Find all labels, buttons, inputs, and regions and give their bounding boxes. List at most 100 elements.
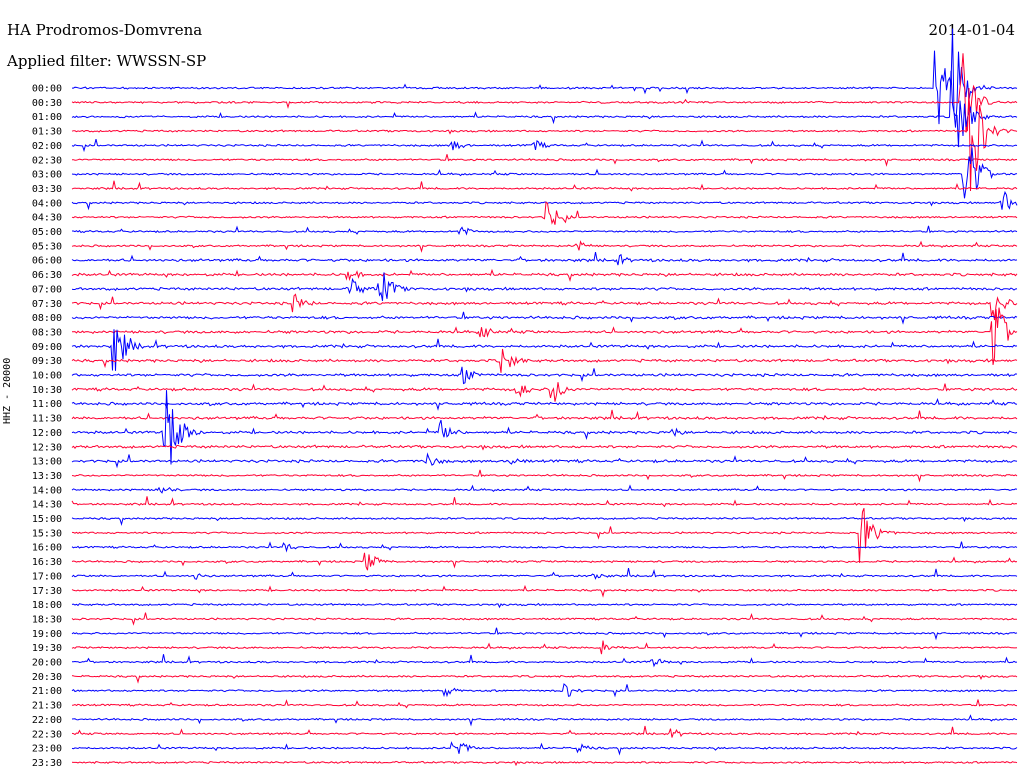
trace-1600 xyxy=(71,541,1018,553)
trace-0000 xyxy=(72,28,1018,128)
trace-0530 xyxy=(71,240,1018,253)
time-label-2330: 23:30 xyxy=(32,758,62,769)
trace-1000 xyxy=(71,366,1018,385)
trace-1200 xyxy=(71,390,1018,465)
trace-2030 xyxy=(71,674,1018,684)
trace-1100 xyxy=(71,398,1018,411)
trace-2300 xyxy=(71,741,1018,756)
trace-2130 xyxy=(71,699,1018,709)
time-label-2000: 20:00 xyxy=(32,658,62,669)
trace-0500 xyxy=(72,225,1018,236)
trace-0200 xyxy=(71,138,1018,153)
trace-1800 xyxy=(71,602,1018,609)
trace-0830 xyxy=(72,307,1018,365)
time-label-0100: 01:00 xyxy=(32,112,62,123)
time-label-0400: 04:00 xyxy=(32,198,62,209)
time-label-1430: 14:30 xyxy=(32,500,62,511)
time-label-1130: 11:30 xyxy=(32,414,62,425)
trace-0300 xyxy=(71,147,1018,199)
trace-0930 xyxy=(71,348,1018,373)
time-label-2030: 20:30 xyxy=(32,672,62,683)
time-label-0330: 03:30 xyxy=(32,184,62,195)
time-label-2200: 22:00 xyxy=(32,715,62,726)
time-label-1330: 13:30 xyxy=(32,471,62,482)
time-label-2100: 21:00 xyxy=(32,686,62,697)
time-label-0200: 02:00 xyxy=(32,141,62,152)
trace-1330 xyxy=(71,469,1018,483)
time-label-1230: 12:30 xyxy=(32,442,62,453)
time-label-1900: 19:00 xyxy=(32,629,62,640)
time-label-0900: 09:00 xyxy=(32,342,62,353)
time-label-2130: 21:30 xyxy=(32,701,62,712)
trace-1230 xyxy=(71,444,1018,451)
trace-1500 xyxy=(71,516,1018,527)
time-label-0130: 01:30 xyxy=(32,127,62,138)
trace-2200 xyxy=(71,714,1018,727)
time-label-1400: 14:00 xyxy=(32,485,62,496)
time-label-0800: 08:00 xyxy=(32,313,62,324)
trace-2230 xyxy=(71,725,1018,738)
trace-1830 xyxy=(71,612,1018,626)
trace-1030 xyxy=(71,382,1018,402)
time-label-1500: 15:00 xyxy=(32,514,62,525)
time-label-0930: 09:30 xyxy=(32,356,62,367)
trace-0630 xyxy=(71,268,1018,283)
trace-0030 xyxy=(71,53,1018,133)
time-label-0730: 07:30 xyxy=(32,299,62,310)
time-label-1700: 17:00 xyxy=(32,571,62,582)
time-label-0600: 06:00 xyxy=(32,256,62,267)
trace-2100 xyxy=(71,683,1018,698)
trace-1530 xyxy=(71,508,1018,563)
time-label-0630: 06:30 xyxy=(32,270,62,281)
trace-2330 xyxy=(71,760,1018,767)
time-label-1200: 12:00 xyxy=(32,428,62,439)
trace-0330 xyxy=(71,180,1018,192)
time-label-1000: 10:00 xyxy=(32,371,62,382)
time-label-0700: 07:00 xyxy=(32,284,62,295)
trace-0900 xyxy=(71,329,1018,371)
time-label-0530: 05:30 xyxy=(32,241,62,252)
time-label-1300: 13:00 xyxy=(32,457,62,468)
trace-1630 xyxy=(71,552,1018,571)
trace-group xyxy=(71,28,1018,767)
trace-0400 xyxy=(71,190,1018,211)
trace-1930 xyxy=(71,640,1018,655)
time-label-2230: 22:30 xyxy=(32,729,62,740)
time-label-1030: 10:30 xyxy=(32,385,62,396)
time-label-1100: 11:00 xyxy=(32,399,62,410)
time-label-0030: 00:30 xyxy=(32,98,62,109)
time-label-1530: 15:30 xyxy=(32,528,62,539)
time-label-1600: 16:00 xyxy=(32,543,62,554)
time-label-1800: 18:00 xyxy=(32,600,62,611)
trace-1900 xyxy=(71,627,1018,641)
trace-1400 xyxy=(71,484,1018,494)
time-label-0300: 03:00 xyxy=(32,170,62,181)
filter-label: Applied filter: WWSSN-SP xyxy=(7,52,207,70)
time-label-0000: 00:00 xyxy=(32,84,62,95)
trace-1300 xyxy=(71,452,1018,469)
time-label-0830: 08:30 xyxy=(32,327,62,338)
time-label-group: 00:00 00:30 01:00 01:30 02:00 02:30 03:00 03:30… xyxy=(32,84,62,769)
time-label-1930: 19:30 xyxy=(32,643,62,654)
trace-1700 xyxy=(71,568,1018,580)
trace-0700 xyxy=(71,272,1018,301)
trace-0130 xyxy=(71,87,1018,192)
time-label-0500: 05:00 xyxy=(32,227,62,238)
trace-0430 xyxy=(71,201,1018,225)
time-label-0230: 02:30 xyxy=(32,155,62,166)
trace-0230 xyxy=(71,154,1018,167)
trace-1130 xyxy=(71,409,1018,421)
time-label-0430: 04:30 xyxy=(32,213,62,224)
trace-0600 xyxy=(71,252,1018,266)
trace-1730 xyxy=(71,584,1018,598)
trace-0730 xyxy=(71,293,1018,321)
time-label-1830: 18:30 xyxy=(32,614,62,625)
trace-0100 xyxy=(71,70,1018,148)
trace-1430 xyxy=(71,496,1018,508)
time-label-2300: 23:00 xyxy=(32,744,62,755)
time-label-1630: 16:30 xyxy=(32,557,62,568)
date-label: 2014-01-04 xyxy=(928,21,1015,39)
trace-0800 xyxy=(71,311,1018,325)
trace-2000 xyxy=(72,654,1018,668)
